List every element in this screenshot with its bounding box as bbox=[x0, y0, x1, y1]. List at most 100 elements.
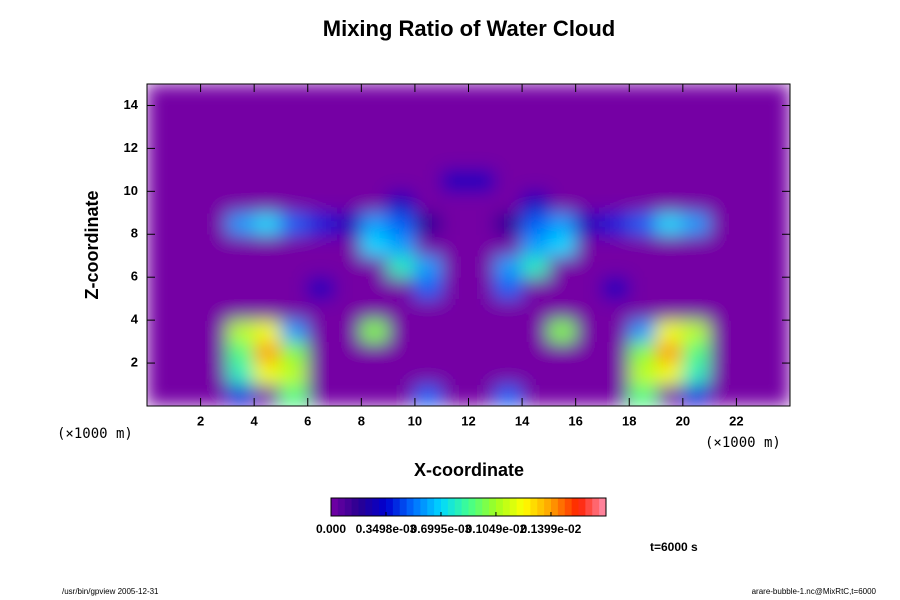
field-cell bbox=[253, 233, 282, 257]
field-cell bbox=[709, 147, 737, 171]
colorbar-segment bbox=[530, 498, 538, 516]
field-cell bbox=[521, 190, 550, 214]
field-cell bbox=[441, 169, 469, 192]
field-cell bbox=[548, 276, 577, 300]
field-cell bbox=[601, 362, 630, 386]
field-cell bbox=[253, 276, 282, 300]
field-cell bbox=[682, 362, 711, 386]
field-cell bbox=[147, 298, 175, 321]
field-cell bbox=[414, 190, 443, 214]
field-cell bbox=[682, 147, 711, 171]
colorbar-segment bbox=[599, 498, 607, 516]
field-cell bbox=[173, 147, 202, 171]
field-cell bbox=[709, 298, 737, 321]
field-cell bbox=[334, 190, 362, 214]
field-cell bbox=[735, 319, 764, 343]
field-cell bbox=[628, 169, 657, 192]
field-cell bbox=[762, 169, 790, 192]
field-cell bbox=[173, 362, 202, 386]
colorbar-tick-label: 0.1049e-02 bbox=[466, 522, 527, 536]
field-cell bbox=[735, 233, 764, 257]
field-cell bbox=[521, 341, 550, 364]
colorbar-segment bbox=[386, 498, 394, 516]
field-cell bbox=[280, 233, 309, 257]
field-cell bbox=[494, 126, 523, 149]
field-cell bbox=[762, 341, 790, 364]
field-cell bbox=[441, 341, 469, 364]
field-cell bbox=[200, 126, 228, 149]
colorbar-segment bbox=[537, 498, 545, 516]
field-cell bbox=[147, 147, 175, 171]
field-cell bbox=[360, 276, 389, 300]
field-cell bbox=[468, 212, 496, 235]
field-cell bbox=[414, 212, 443, 235]
field-cell bbox=[307, 104, 336, 128]
field-cell bbox=[655, 190, 684, 214]
field-cell bbox=[735, 362, 764, 386]
field-cell bbox=[200, 169, 228, 192]
field-cell bbox=[173, 276, 202, 300]
field-cell bbox=[253, 362, 282, 386]
x-tick-label: 18 bbox=[622, 413, 636, 428]
field-cell bbox=[521, 104, 550, 128]
field-cell bbox=[762, 147, 790, 171]
field-cell bbox=[575, 84, 603, 106]
field-cell bbox=[173, 255, 202, 278]
field-cell bbox=[147, 255, 175, 278]
field-cell bbox=[441, 255, 469, 278]
y-tick-label: 2 bbox=[131, 355, 138, 370]
field-cell bbox=[575, 276, 603, 300]
field-cell bbox=[468, 384, 496, 406]
field-cell bbox=[575, 126, 603, 149]
field-cell bbox=[226, 298, 255, 321]
field-cell bbox=[735, 341, 764, 364]
colorbar-segment bbox=[585, 498, 593, 516]
field-cell bbox=[387, 255, 416, 278]
field-cell bbox=[147, 319, 175, 343]
field-cell bbox=[173, 298, 202, 321]
field-cells bbox=[147, 84, 790, 406]
field-cell bbox=[280, 384, 309, 406]
field-cell bbox=[334, 384, 362, 406]
field-cell bbox=[307, 341, 336, 364]
y-tick-label: 8 bbox=[131, 226, 138, 241]
colorbar-segment bbox=[372, 498, 380, 516]
field-cell bbox=[575, 233, 603, 257]
field-cell bbox=[601, 126, 630, 149]
field-cell bbox=[280, 190, 309, 214]
field-cell bbox=[709, 84, 737, 106]
field-cell bbox=[226, 190, 255, 214]
x-tick-label: 22 bbox=[729, 413, 743, 428]
field-cell bbox=[147, 233, 175, 257]
field-cell bbox=[735, 190, 764, 214]
field-cell bbox=[334, 147, 362, 171]
field-cell bbox=[655, 169, 684, 192]
y-axis-label: Z-coordinate bbox=[82, 190, 102, 299]
field-cell bbox=[414, 276, 443, 300]
colorbar-segment bbox=[434, 498, 442, 516]
field-cell bbox=[575, 104, 603, 128]
field-cell bbox=[548, 319, 577, 343]
field-cell bbox=[253, 212, 282, 235]
field-cell bbox=[307, 298, 336, 321]
field-cell bbox=[628, 233, 657, 257]
field-cell bbox=[735, 84, 764, 106]
field-cell bbox=[414, 384, 443, 406]
x-tick-label: 12 bbox=[461, 413, 475, 428]
field-cell bbox=[548, 362, 577, 386]
field-cell bbox=[575, 341, 603, 364]
field-cell bbox=[173, 233, 202, 257]
field-cell bbox=[709, 276, 737, 300]
field-cell bbox=[521, 362, 550, 386]
field-cell bbox=[334, 233, 362, 257]
field-cell bbox=[682, 384, 711, 406]
y-tick-label: 4 bbox=[131, 312, 139, 327]
field-cell bbox=[709, 126, 737, 149]
field-cell bbox=[280, 298, 309, 321]
field-cell bbox=[762, 126, 790, 149]
field-cell bbox=[280, 341, 309, 364]
field-cell bbox=[494, 276, 523, 300]
field-cell bbox=[414, 319, 443, 343]
field-cell bbox=[173, 212, 202, 235]
field-cell bbox=[521, 276, 550, 300]
